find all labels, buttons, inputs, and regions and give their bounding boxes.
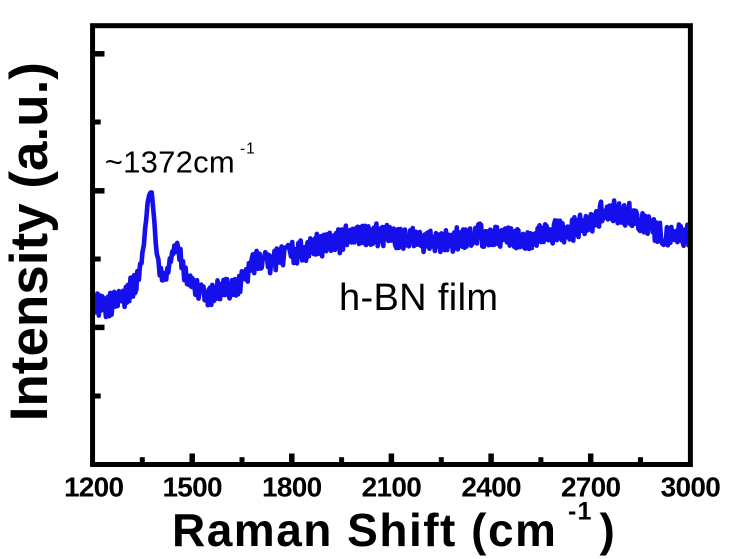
svg-text:-1: -1 <box>240 141 256 158</box>
svg-text:h-BN film: h-BN film <box>339 277 498 319</box>
svg-text:~1372cm: ~1372cm <box>105 144 235 179</box>
svg-text:Intensity (a.u.): Intensity (a.u.) <box>0 62 59 421</box>
svg-text:-1: -1 <box>568 498 593 526</box>
svg-text:Raman Shift (cm: Raman Shift (cm <box>172 504 557 556</box>
svg-text:1200: 1200 <box>64 471 124 502</box>
svg-text:1500: 1500 <box>162 471 222 502</box>
svg-text:): ) <box>600 504 615 556</box>
svg-text:2400: 2400 <box>461 471 521 502</box>
svg-text:3000: 3000 <box>661 471 721 502</box>
svg-text:2100: 2100 <box>362 471 422 502</box>
svg-text:1800: 1800 <box>262 471 322 502</box>
svg-text:2700: 2700 <box>561 471 621 502</box>
